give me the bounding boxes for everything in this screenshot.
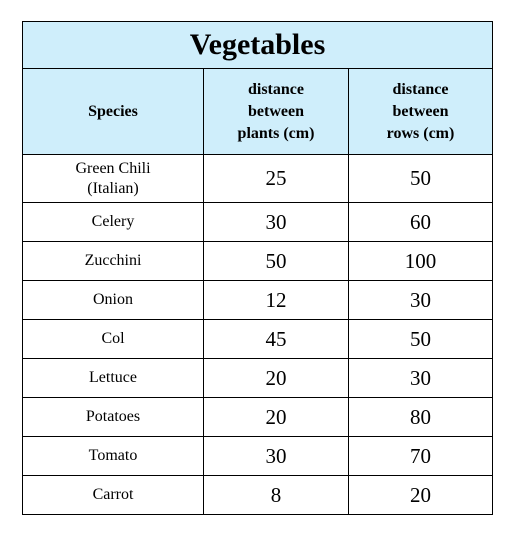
species-cell: Green Chili (Italian) bbox=[22, 154, 204, 203]
row-distance-cell: 50 bbox=[348, 154, 493, 203]
header-row-distance-label: distance between rows (cm) bbox=[386, 80, 455, 142]
table-row: Tomato 30 70 bbox=[22, 436, 493, 476]
table-row: Lettuce 20 30 bbox=[22, 358, 493, 398]
header-species-label: Species bbox=[88, 102, 138, 120]
plant-distance-cell: 25 bbox=[203, 154, 349, 203]
title-row: Vegetables bbox=[22, 21, 493, 69]
table-row: Potatoes 20 80 bbox=[22, 397, 493, 437]
vegetables-table: Vegetables Species distance between plan… bbox=[22, 21, 493, 515]
table-row: Green Chili (Italian) 25 50 bbox=[22, 154, 493, 203]
row-distance-cell: 70 bbox=[348, 436, 493, 476]
plant-distance-cell: 20 bbox=[203, 397, 349, 437]
row-distance-cell: 30 bbox=[348, 280, 493, 320]
species-cell: Onion bbox=[22, 280, 204, 320]
table-row: Onion 12 30 bbox=[22, 280, 493, 320]
header-plant-distance: distance between plants (cm) bbox=[203, 68, 349, 155]
species-cell: Tomato bbox=[22, 436, 204, 476]
species-cell: Potatoes bbox=[22, 397, 204, 437]
table-row: Zucchini 50 100 bbox=[22, 241, 493, 281]
row-distance-cell: 50 bbox=[348, 319, 493, 359]
table-row: Celery 30 60 bbox=[22, 202, 493, 242]
plant-distance-cell: 12 bbox=[203, 280, 349, 320]
header-row: Species distance between plants (cm) dis… bbox=[22, 68, 493, 155]
row-distance-cell: 20 bbox=[348, 475, 493, 515]
header-row-distance: distance between rows (cm) bbox=[348, 68, 493, 155]
plant-distance-cell: 50 bbox=[203, 241, 349, 281]
header-plant-distance-label: distance between plants (cm) bbox=[237, 80, 315, 142]
plant-distance-cell: 30 bbox=[203, 202, 349, 242]
table-title: Vegetables bbox=[22, 21, 493, 69]
species-cell: Carrot bbox=[22, 475, 204, 515]
plant-distance-cell: 8 bbox=[203, 475, 349, 515]
table-row: Col 45 50 bbox=[22, 319, 493, 359]
row-distance-cell: 100 bbox=[348, 241, 493, 281]
species-cell: Zucchini bbox=[22, 241, 204, 281]
row-distance-cell: 60 bbox=[348, 202, 493, 242]
species-cell: Celery bbox=[22, 202, 204, 242]
species-cell: Col bbox=[22, 319, 204, 359]
plant-distance-cell: 30 bbox=[203, 436, 349, 476]
row-distance-cell: 80 bbox=[348, 397, 493, 437]
plant-distance-cell: 20 bbox=[203, 358, 349, 398]
table-row: Carrot 8 20 bbox=[22, 475, 493, 515]
row-distance-cell: 30 bbox=[348, 358, 493, 398]
species-cell: Lettuce bbox=[22, 358, 204, 398]
header-species: Species bbox=[22, 68, 204, 155]
plant-distance-cell: 45 bbox=[203, 319, 349, 359]
